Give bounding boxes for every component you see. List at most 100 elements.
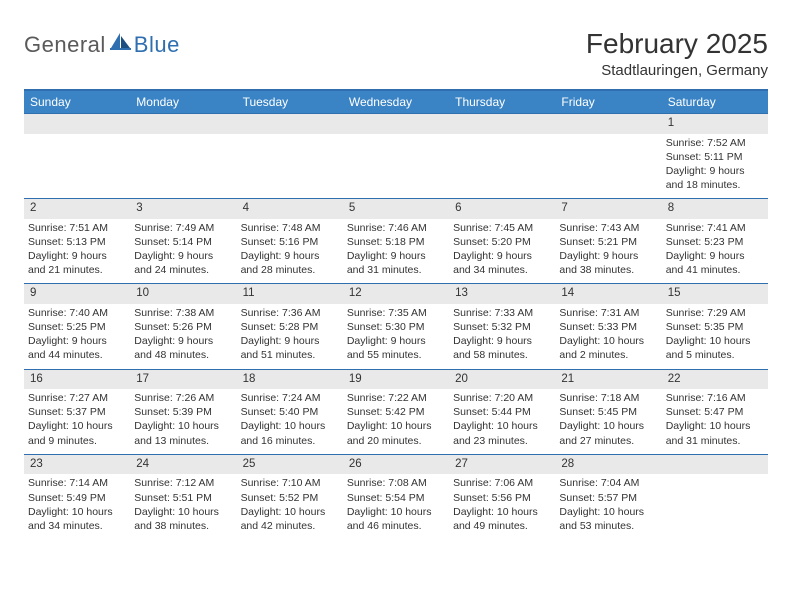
day-header-saturday: Saturday [662,90,768,114]
sunset-line: Sunset: 5:20 PM [453,235,551,249]
day-cell: 2Sunrise: 7:51 AMSunset: 5:13 PMDaylight… [24,199,130,284]
day-number: 20 [449,370,555,390]
daylight-line-1: Daylight: 9 hours [666,249,764,263]
day-number [555,114,661,134]
day-number: 3 [130,199,236,219]
daylight-line-2: and 49 minutes. [453,519,551,533]
empty-cell [662,454,768,539]
daylight-line-2: and 28 minutes. [241,263,339,277]
sunset-line: Sunset: 5:56 PM [453,491,551,505]
daylight-line-1: Daylight: 10 hours [453,419,551,433]
logo-text-blue: Blue [134,32,180,58]
day-cell: 9Sunrise: 7:40 AMSunset: 5:25 PMDaylight… [24,284,130,369]
daylight-line-1: Daylight: 10 hours [559,419,657,433]
sunset-line: Sunset: 5:44 PM [453,405,551,419]
day-number: 16 [24,370,130,390]
day-cell: 4Sunrise: 7:48 AMSunset: 5:16 PMDaylight… [237,199,343,284]
sunset-line: Sunset: 5:47 PM [666,405,764,419]
day-cell: 23Sunrise: 7:14 AMSunset: 5:49 PMDayligh… [24,454,130,539]
sunset-line: Sunset: 5:26 PM [134,320,232,334]
sunrise-line: Sunrise: 7:14 AM [28,476,126,490]
day-cell: 13Sunrise: 7:33 AMSunset: 5:32 PMDayligh… [449,284,555,369]
sunrise-line: Sunrise: 7:18 AM [559,391,657,405]
daylight-line-2: and 21 minutes. [28,263,126,277]
day-number: 23 [24,455,130,475]
week-row: 23Sunrise: 7:14 AMSunset: 5:49 PMDayligh… [24,454,768,539]
daylight-line-1: Daylight: 10 hours [28,505,126,519]
daylight-line-1: Daylight: 9 hours [28,334,126,348]
daylight-line-1: Daylight: 10 hours [241,419,339,433]
day-cell: 5Sunrise: 7:46 AMSunset: 5:18 PMDaylight… [343,199,449,284]
day-header-friday: Friday [555,90,661,114]
sunset-line: Sunset: 5:30 PM [347,320,445,334]
day-cell: 6Sunrise: 7:45 AMSunset: 5:20 PMDaylight… [449,199,555,284]
daylight-line-2: and 24 minutes. [134,263,232,277]
empty-cell [555,114,661,199]
sunrise-line: Sunrise: 7:29 AM [666,306,764,320]
week-row: 16Sunrise: 7:27 AMSunset: 5:37 PMDayligh… [24,369,768,454]
day-cell: 28Sunrise: 7:04 AMSunset: 5:57 PMDayligh… [555,454,661,539]
daylight-line-1: Daylight: 9 hours [666,164,764,178]
day-header-tuesday: Tuesday [237,90,343,114]
daylight-line-2: and 51 minutes. [241,348,339,362]
sunrise-line: Sunrise: 7:51 AM [28,221,126,235]
day-number: 2 [24,199,130,219]
daylight-line-2: and 55 minutes. [347,348,445,362]
calendar-table: SundayMondayTuesdayWednesdayThursdayFrid… [24,89,768,539]
sunset-line: Sunset: 5:42 PM [347,405,445,419]
day-cell: 21Sunrise: 7:18 AMSunset: 5:45 PMDayligh… [555,369,661,454]
sunrise-line: Sunrise: 7:35 AM [347,306,445,320]
day-cell: 27Sunrise: 7:06 AMSunset: 5:56 PMDayligh… [449,454,555,539]
sunset-line: Sunset: 5:57 PM [559,491,657,505]
daylight-line-2: and 5 minutes. [666,348,764,362]
day-cell: 14Sunrise: 7:31 AMSunset: 5:33 PMDayligh… [555,284,661,369]
day-cell: 15Sunrise: 7:29 AMSunset: 5:35 PMDayligh… [662,284,768,369]
daylight-line-1: Daylight: 10 hours [559,334,657,348]
day-cell: 7Sunrise: 7:43 AMSunset: 5:21 PMDaylight… [555,199,661,284]
daylight-line-2: and 27 minutes. [559,434,657,448]
sunrise-line: Sunrise: 7:38 AM [134,306,232,320]
day-number [343,114,449,134]
day-cell: 10Sunrise: 7:38 AMSunset: 5:26 PMDayligh… [130,284,236,369]
daylight-line-2: and 34 minutes. [453,263,551,277]
empty-cell [343,114,449,199]
week-row: 9Sunrise: 7:40 AMSunset: 5:25 PMDaylight… [24,284,768,369]
day-number: 27 [449,455,555,475]
daylight-line-1: Daylight: 10 hours [666,334,764,348]
sunrise-line: Sunrise: 7:22 AM [347,391,445,405]
daylight-line-1: Daylight: 9 hours [134,249,232,263]
day-number: 12 [343,284,449,304]
empty-cell [130,114,236,199]
sunrise-line: Sunrise: 7:49 AM [134,221,232,235]
sunrise-line: Sunrise: 7:27 AM [28,391,126,405]
sunset-line: Sunset: 5:28 PM [241,320,339,334]
sunset-line: Sunset: 5:45 PM [559,405,657,419]
week-row: 2Sunrise: 7:51 AMSunset: 5:13 PMDaylight… [24,199,768,284]
day-number: 7 [555,199,661,219]
header: General Blue February 2025 Stadtlauringe… [24,28,768,79]
daylight-line-2: and 38 minutes. [559,263,657,277]
empty-cell [24,114,130,199]
daylight-line-1: Daylight: 9 hours [241,249,339,263]
day-number [662,455,768,475]
daylight-line-1: Daylight: 9 hours [28,249,126,263]
day-cell: 17Sunrise: 7:26 AMSunset: 5:39 PMDayligh… [130,369,236,454]
sunset-line: Sunset: 5:18 PM [347,235,445,249]
sunset-line: Sunset: 5:52 PM [241,491,339,505]
daylight-line-2: and 48 minutes. [134,348,232,362]
day-number: 21 [555,370,661,390]
day-cell: 11Sunrise: 7:36 AMSunset: 5:28 PMDayligh… [237,284,343,369]
day-cell: 25Sunrise: 7:10 AMSunset: 5:52 PMDayligh… [237,454,343,539]
daylight-line-1: Daylight: 10 hours [134,419,232,433]
day-cell: 8Sunrise: 7:41 AMSunset: 5:23 PMDaylight… [662,199,768,284]
daylight-line-1: Daylight: 9 hours [134,334,232,348]
daylight-line-2: and 18 minutes. [666,178,764,192]
logo-text-general: General [24,32,106,58]
day-number: 22 [662,370,768,390]
daylight-line-1: Daylight: 10 hours [559,505,657,519]
daylight-line-2: and 9 minutes. [28,434,126,448]
sunrise-line: Sunrise: 7:06 AM [453,476,551,490]
sunrise-line: Sunrise: 7:48 AM [241,221,339,235]
sunrise-line: Sunrise: 7:31 AM [559,306,657,320]
daylight-line-2: and 20 minutes. [347,434,445,448]
